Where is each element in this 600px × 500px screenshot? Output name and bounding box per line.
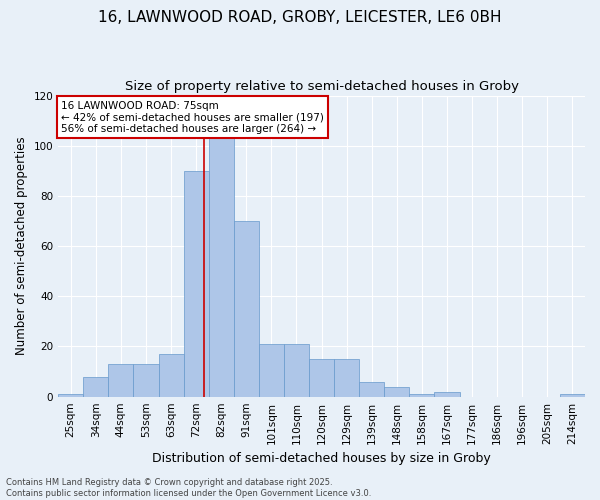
Bar xyxy=(259,344,284,397)
Bar xyxy=(133,364,158,396)
Bar xyxy=(409,394,434,396)
Text: 16 LAWNWOOD ROAD: 75sqm
← 42% of semi-detached houses are smaller (197)
56% of s: 16 LAWNWOOD ROAD: 75sqm ← 42% of semi-de… xyxy=(61,100,323,134)
Bar xyxy=(284,344,309,397)
Bar xyxy=(209,133,234,396)
Bar xyxy=(359,382,385,396)
Y-axis label: Number of semi-detached properties: Number of semi-detached properties xyxy=(15,137,28,356)
Bar xyxy=(434,392,460,396)
Bar xyxy=(58,394,83,396)
Text: 16, LAWNWOOD ROAD, GROBY, LEICESTER, LE6 0BH: 16, LAWNWOOD ROAD, GROBY, LEICESTER, LE6… xyxy=(98,10,502,25)
Title: Size of property relative to semi-detached houses in Groby: Size of property relative to semi-detach… xyxy=(125,80,518,93)
Bar xyxy=(158,354,184,397)
Bar xyxy=(234,221,259,396)
Bar xyxy=(560,394,585,396)
Bar xyxy=(385,386,409,396)
Bar xyxy=(109,364,133,396)
X-axis label: Distribution of semi-detached houses by size in Groby: Distribution of semi-detached houses by … xyxy=(152,452,491,465)
Bar xyxy=(309,359,334,397)
Bar xyxy=(83,376,109,396)
Bar xyxy=(184,171,209,396)
Bar xyxy=(334,359,359,397)
Text: Contains HM Land Registry data © Crown copyright and database right 2025.
Contai: Contains HM Land Registry data © Crown c… xyxy=(6,478,371,498)
